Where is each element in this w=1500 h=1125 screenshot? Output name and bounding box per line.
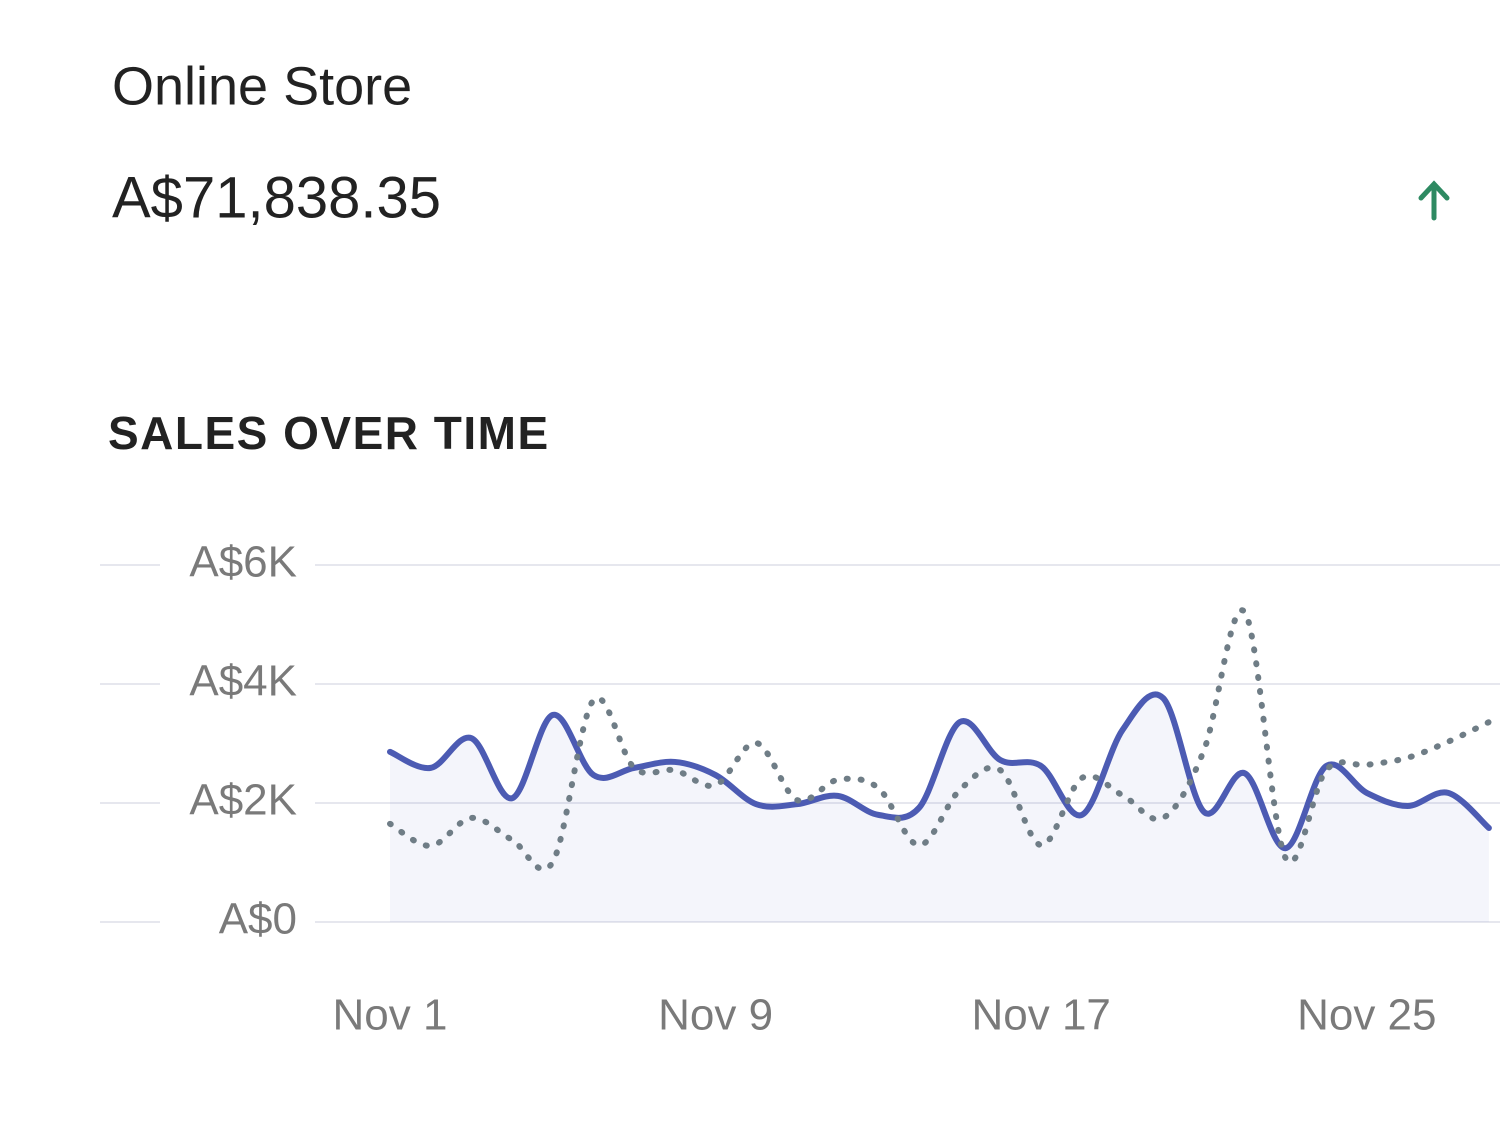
chart-title: SALES OVER TIME xyxy=(108,407,550,459)
x-tick-label: Nov 1 xyxy=(333,991,448,1040)
x-tick-label: Nov 9 xyxy=(658,991,773,1040)
line xyxy=(387,691,1492,852)
up-arrow-icon xyxy=(1418,180,1450,221)
y-tick-label: A$6K xyxy=(189,538,297,587)
total-sales: A$71,838.35 xyxy=(112,165,441,230)
y-tick-label: A$4K xyxy=(189,657,297,706)
x-tick-label: Nov 25 xyxy=(1297,991,1436,1040)
x-tick-label: Nov 17 xyxy=(971,991,1110,1040)
y-tick-label: A$0 xyxy=(219,895,297,944)
area xyxy=(390,694,1489,922)
y-tick-label: A$2K xyxy=(189,776,297,825)
store-title: Online Store xyxy=(112,56,412,116)
